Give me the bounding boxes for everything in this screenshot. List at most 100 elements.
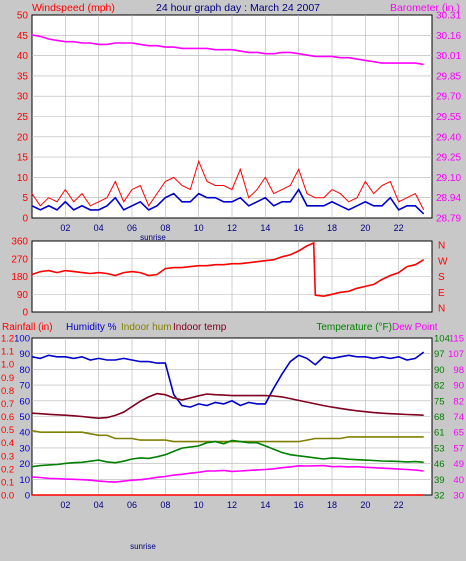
windspeed-tick-label: 20 (17, 132, 29, 143)
dewpoint-tick-labels: 30 40 49 57 65 74 82 90 98 107 115 (448, 334, 464, 502)
humidity-x-tick-labels: 02 04 06 08 10 12 14 16 18 20 22 (60, 500, 403, 510)
series-barometer (31, 34, 424, 66)
humidity-tick-label: 60 (19, 396, 30, 407)
compass-label: E (438, 288, 445, 299)
rain-tick-label: 1.0 (1, 360, 14, 371)
windspeed-tick-label: 35 (17, 71, 29, 82)
direction-degree-label: 360 (11, 237, 28, 248)
barometer-tick-label: 28.79 (436, 214, 461, 225)
humidity-x-tick-label: 02 (60, 500, 70, 510)
wind-x-tick-label: 18 (327, 223, 337, 233)
humidity-x-tick-label: 14 (260, 500, 270, 510)
legend-rainfall: Rainfall (in) (2, 322, 53, 333)
wind-series (31, 34, 425, 215)
direction-degree-labels: 0 90 180 270 360 (11, 237, 28, 319)
barometer-tick-label: 29.85 (436, 71, 461, 82)
humidity-tick-label: 100 (14, 334, 30, 345)
barometer-axis-title: Barometer (in.) (390, 2, 460, 14)
humidity-tick-label: 0 (25, 491, 30, 502)
direction-series (31, 241, 425, 298)
direction-degree-label: 270 (11, 254, 28, 265)
barometer-tick-label: 29.10 (436, 173, 461, 184)
barometer-tick-label: 29.70 (436, 92, 461, 103)
barometer-tick-label: 28.94 (436, 193, 461, 204)
wind-x-tick-label: 14 (260, 223, 270, 233)
dewpoint-tick-label: 107 (448, 349, 464, 360)
rain-tick-label: 0.9 (1, 373, 14, 384)
rain-tick-label: 0.7 (1, 399, 14, 410)
rain-tick-label: 1.2 (1, 334, 14, 345)
humidity-x-tick-label: 12 (227, 500, 237, 510)
legend-indoor-hum: Indoor hum (121, 322, 172, 333)
direction-degree-label: 0 (22, 308, 28, 319)
series-dew-point (31, 464, 424, 483)
compass-label: N (438, 304, 445, 315)
barometer-tick-label: 30.31 (436, 11, 461, 22)
direction-degree-label: 90 (17, 290, 29, 301)
humidity-tick-label: 30 (19, 443, 30, 454)
humidity-x-tick-label: 08 (160, 500, 170, 510)
humidity-temp-series (31, 351, 425, 496)
temperature-tick-label: 82 (434, 381, 445, 392)
windspeed-tick-labels: 0 5 10 15 20 25 30 35 40 45 50 (17, 11, 29, 225)
wind-x-tick-label: 12 (227, 223, 237, 233)
humidity-tick-label: 20 (19, 459, 30, 470)
direction-panel-grid (32, 241, 432, 312)
temperature-tick-label: 104 (434, 334, 450, 345)
legend-temperature: Temperature (°F) (316, 322, 392, 333)
legend-dew-point: Dew Point (392, 322, 438, 333)
wind-x-tick-label: 02 (60, 223, 70, 233)
rain-tick-labels: 0.0 0.1 0.2 0.3 0.4 0.5 0.6 0.7 0.8 0.9 1.0 1.1 1.2 (1, 334, 14, 502)
barometer-tick-label: 30.16 (436, 31, 461, 42)
temperature-tick-label: 32 (434, 491, 445, 502)
rain-tick-label: 0.4 (1, 438, 14, 449)
dewpoint-tick-label: 74 (453, 412, 464, 423)
windspeed-tick-label: 10 (17, 173, 29, 184)
humidity-tick-label: 40 (19, 428, 30, 439)
humidity-x-tick-label: 06 (127, 500, 137, 510)
barometer-tick-label: 30.01 (436, 51, 461, 62)
temperature-tick-label: 61 (434, 428, 445, 439)
compass-label: S (438, 272, 445, 283)
humidity-x-tick-label: 22 (394, 500, 404, 510)
rain-tick-label: 0.6 (1, 412, 14, 423)
barometer-tick-label: 29.55 (436, 112, 461, 123)
windspeed-tick-label: 45 (17, 31, 29, 42)
dewpoint-tick-label: 30 (453, 491, 464, 502)
wind-x-tick-label: 06 (127, 223, 137, 233)
wind-panel-grid (32, 15, 432, 218)
dewpoint-tick-label: 98 (453, 365, 464, 376)
chart-title: 24 hour graph day : March 24 2007 (156, 2, 320, 14)
compass-label: N (438, 241, 445, 252)
series-average (31, 188, 425, 215)
windspeed-tick-label: 50 (17, 11, 29, 22)
temperature-tick-label: 53 (434, 443, 445, 454)
humidity-x-tick-label: 04 (94, 500, 104, 510)
legend-humidity: Humidity % (66, 322, 117, 333)
dewpoint-tick-label: 40 (453, 475, 464, 486)
wind-x-tick-label: 20 (360, 223, 370, 233)
temperature-tick-label: 39 (434, 475, 445, 486)
humidity-x-tick-label: 18 (327, 500, 337, 510)
humidity-tick-label: 10 (19, 475, 30, 486)
windspeed-tick-label: 40 (17, 51, 29, 62)
dewpoint-tick-label: 82 (453, 396, 464, 407)
windspeed-axis-title: Windspeed (mph) (32, 2, 115, 14)
temperature-tick-label: 75 (434, 396, 445, 407)
compass-label: W (438, 256, 448, 267)
wind-x-tick-label: 16 (294, 223, 304, 233)
humidity-tick-label: 90 (19, 349, 30, 360)
rain-tick-label: 1.1 (1, 347, 14, 358)
wind-x-tick-label: 04 (94, 223, 104, 233)
temperature-tick-label: 97 (434, 349, 445, 360)
windspeed-tick-label: 15 (17, 153, 29, 164)
humidity-tick-label: 50 (19, 412, 30, 423)
legend-indoor-temp: Indoor temp (173, 322, 227, 333)
temperature-tick-labels: 32 39 46 53 61 68 75 82 90 97 104 (434, 334, 450, 502)
direction-degree-label: 180 (11, 272, 28, 283)
humidity-x-tick-label: 20 (360, 500, 370, 510)
series-humidity (31, 351, 425, 408)
rain-tick-label: 0.1 (1, 477, 14, 488)
